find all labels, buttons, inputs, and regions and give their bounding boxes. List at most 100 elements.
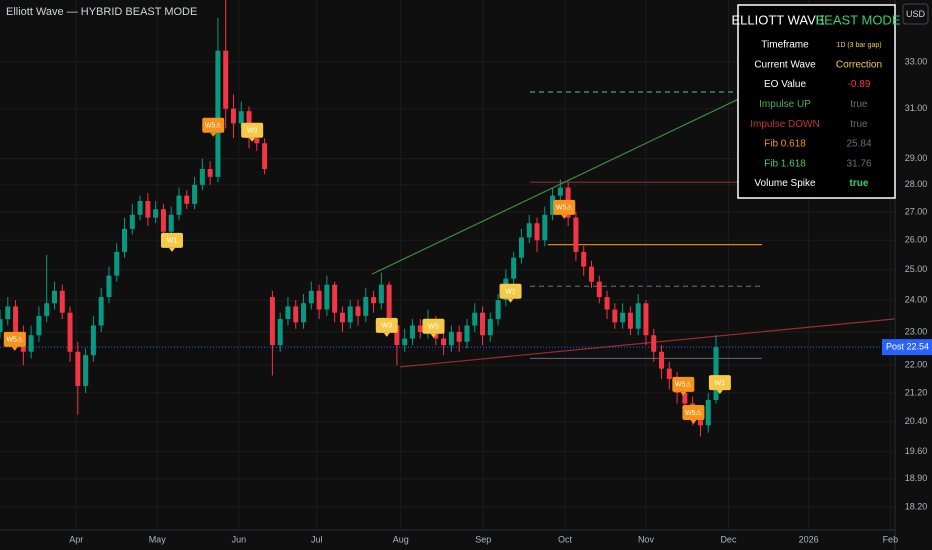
wave-marker <box>499 283 522 299</box>
candle-body <box>254 138 260 144</box>
wave-marker-label: W1 <box>715 380 726 387</box>
y-tick-label: 20.40 <box>905 416 928 426</box>
panel-row-value: true <box>850 119 868 130</box>
wave-marker-label: W3 <box>247 128 258 135</box>
candle-body <box>153 209 159 218</box>
plot-area: W5⚠ W1 W5⚠ W3 W3 W5 W1 W5⚠ W5⚠ W1 W5⚠ <box>0 0 895 437</box>
candle-body <box>98 297 104 326</box>
candle-body <box>90 325 96 356</box>
candle-body <box>417 325 423 332</box>
price-tag-value: 22.54 <box>906 341 929 351</box>
y-tick-label: 18.20 <box>905 501 928 511</box>
y-tick-label: 25.00 <box>905 264 928 274</box>
candle-body <box>526 223 532 238</box>
candle-body <box>596 281 602 298</box>
y-tick-label: 31.00 <box>905 103 928 113</box>
wave-marker-pointer <box>716 390 723 395</box>
panel-row-value: true <box>850 178 869 189</box>
candle-body <box>355 306 361 316</box>
candle-body <box>168 214 174 232</box>
wave-marker <box>241 122 264 138</box>
wave-marker-label: W3 <box>382 323 393 330</box>
wave-marker <box>160 232 183 248</box>
wave-marker-label: W5 <box>428 324 439 331</box>
candle-body <box>713 347 719 401</box>
trendline <box>399 318 895 368</box>
wave-marker <box>682 404 705 420</box>
wave-marker-pointer <box>507 298 514 303</box>
candle-body <box>5 306 11 320</box>
candle-body <box>51 290 57 304</box>
candle-body <box>28 335 34 352</box>
candle-body <box>682 392 688 404</box>
candle-body <box>207 168 213 177</box>
candle-body <box>13 306 19 332</box>
y-tick-label: 28.00 <box>905 179 928 189</box>
chart-title: Elliott Wave — HYBRID BEAST MODE <box>6 6 197 18</box>
candle-body <box>588 266 594 282</box>
wave-marker-label: W1 <box>167 238 178 245</box>
candle-body <box>184 195 190 204</box>
candle-body <box>542 214 548 241</box>
candle-body <box>518 237 524 258</box>
candle-body <box>456 331 462 342</box>
candle-body <box>215 50 221 177</box>
candle-body <box>223 50 229 109</box>
panel-row-value: 31.76 <box>846 158 871 169</box>
candle-body <box>620 312 626 323</box>
candle-body <box>448 331 454 346</box>
candle-body <box>332 284 338 313</box>
candle-body <box>604 297 610 310</box>
wave-marker <box>422 318 445 334</box>
y-tick-label: 26.00 <box>905 235 928 245</box>
candle-body <box>324 284 330 310</box>
wave-marker-pointer <box>430 333 437 338</box>
candle-body <box>269 297 275 346</box>
panel-row-label: Timeframe <box>761 40 809 51</box>
candle-body <box>176 195 182 215</box>
currency-button[interactable] <box>902 3 929 25</box>
candle-body <box>363 297 369 316</box>
candle-body <box>487 319 493 336</box>
panel-row-value: Correction <box>836 59 882 70</box>
candle-body <box>129 214 135 229</box>
candle-body <box>394 325 400 346</box>
x-tick-label: Jun <box>232 534 247 544</box>
candle-body <box>0 319 3 332</box>
y-tick-label: 29.00 <box>905 153 928 163</box>
x-tick-label: Jul <box>311 534 323 544</box>
candle-body <box>122 228 128 252</box>
x-tick-label: Apr <box>69 534 83 544</box>
panel-box <box>737 4 896 199</box>
x-tick-label: Aug <box>393 534 409 544</box>
candle-body <box>106 275 112 298</box>
panel-row-value: -0.89 <box>848 79 871 90</box>
x-tick-label: Dec <box>720 534 737 544</box>
candle-body <box>464 325 470 342</box>
wave-marker-label: W5⚠ <box>6 336 23 344</box>
candle-body <box>83 355 89 386</box>
candle-body <box>557 187 563 196</box>
panel-row-value: 25.84 <box>846 139 871 150</box>
candle-body <box>627 312 633 329</box>
axes: 33.00 31.00 29.00 28.00 27.00 26.00 25.00 24.00… <box>69 56 932 544</box>
wave-marker-pointer <box>210 132 217 137</box>
wave-marker-label: W5⚠ <box>556 204 573 212</box>
panel-row-label: Current Wave <box>754 59 816 70</box>
panel-subtitle: BEAST MODE <box>815 12 900 27</box>
y-tick-label: 33.00 <box>905 56 928 66</box>
candle-body <box>301 303 307 323</box>
currency[interactable]: USD <box>906 9 926 19</box>
candle-body <box>339 312 345 323</box>
candle-body <box>386 284 392 326</box>
grid <box>0 0 895 530</box>
wave-marker <box>708 375 731 391</box>
wave-marker <box>202 117 225 133</box>
wave-marker-pointer <box>690 419 697 424</box>
candle-body <box>402 338 408 346</box>
wave-marker <box>672 376 695 392</box>
price-tag <box>882 339 932 356</box>
wave-marker-pointer <box>249 137 256 142</box>
panel-row-value: true <box>850 99 868 110</box>
